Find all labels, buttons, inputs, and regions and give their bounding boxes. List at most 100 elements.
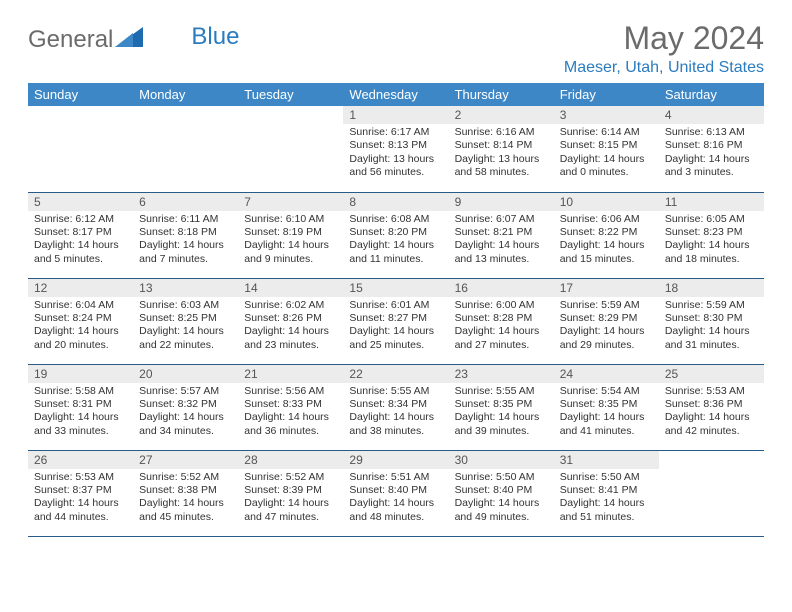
sunrise-line: Sunrise: 6:02 AM bbox=[244, 299, 337, 312]
day-number: 31 bbox=[554, 451, 659, 469]
day-number: 28 bbox=[238, 451, 343, 469]
day-number: 20 bbox=[133, 365, 238, 383]
day-content: Sunrise: 5:50 AMSunset: 8:40 PMDaylight:… bbox=[449, 469, 554, 529]
logo-icon bbox=[115, 26, 143, 54]
calendar-cell: 31Sunrise: 5:50 AMSunset: 8:41 PMDayligh… bbox=[554, 450, 659, 536]
day-number: 13 bbox=[133, 279, 238, 297]
daylight-line: Daylight: 14 hours and 9 minutes. bbox=[244, 239, 337, 266]
sunrise-line: Sunrise: 6:08 AM bbox=[349, 213, 442, 226]
weekday-row: SundayMondayTuesdayWednesdayThursdayFrid… bbox=[28, 83, 764, 106]
calendar-body: 1Sunrise: 6:17 AMSunset: 8:13 PMDaylight… bbox=[28, 106, 764, 536]
sunset-line: Sunset: 8:37 PM bbox=[34, 484, 127, 497]
day-content: Sunrise: 6:07 AMSunset: 8:21 PMDaylight:… bbox=[449, 211, 554, 271]
calendar-cell: 30Sunrise: 5:50 AMSunset: 8:40 PMDayligh… bbox=[449, 450, 554, 536]
calendar-cell: 13Sunrise: 6:03 AMSunset: 8:25 PMDayligh… bbox=[133, 278, 238, 364]
day-content: Sunrise: 6:02 AMSunset: 8:26 PMDaylight:… bbox=[238, 297, 343, 357]
day-content: Sunrise: 6:08 AMSunset: 8:20 PMDaylight:… bbox=[343, 211, 448, 271]
day-content: Sunrise: 5:55 AMSunset: 8:34 PMDaylight:… bbox=[343, 383, 448, 443]
calendar-cell: 20Sunrise: 5:57 AMSunset: 8:32 PMDayligh… bbox=[133, 364, 238, 450]
daylight-line: Daylight: 14 hours and 51 minutes. bbox=[560, 497, 653, 524]
day-number: 17 bbox=[554, 279, 659, 297]
calendar-cell: 23Sunrise: 5:55 AMSunset: 8:35 PMDayligh… bbox=[449, 364, 554, 450]
sunrise-line: Sunrise: 5:57 AM bbox=[139, 385, 232, 398]
sunset-line: Sunset: 8:36 PM bbox=[665, 398, 758, 411]
sunset-line: Sunset: 8:30 PM bbox=[665, 312, 758, 325]
calendar-cell: 6Sunrise: 6:11 AMSunset: 8:18 PMDaylight… bbox=[133, 192, 238, 278]
daylight-line: Daylight: 14 hours and 29 minutes. bbox=[560, 325, 653, 352]
sunset-line: Sunset: 8:17 PM bbox=[34, 226, 127, 239]
sunrise-line: Sunrise: 6:07 AM bbox=[455, 213, 548, 226]
day-number: 14 bbox=[238, 279, 343, 297]
calendar-week: 19Sunrise: 5:58 AMSunset: 8:31 PMDayligh… bbox=[28, 364, 764, 450]
sunrise-line: Sunrise: 5:52 AM bbox=[244, 471, 337, 484]
calendar-cell: 17Sunrise: 5:59 AMSunset: 8:29 PMDayligh… bbox=[554, 278, 659, 364]
calendar-cell: 2Sunrise: 6:16 AMSunset: 8:14 PMDaylight… bbox=[449, 106, 554, 192]
month-title: May 2024 bbox=[564, 20, 764, 57]
weekday-header: Saturday bbox=[659, 83, 764, 106]
sunset-line: Sunset: 8:21 PM bbox=[455, 226, 548, 239]
daylight-line: Daylight: 14 hours and 22 minutes. bbox=[139, 325, 232, 352]
calendar-cell: 19Sunrise: 5:58 AMSunset: 8:31 PMDayligh… bbox=[28, 364, 133, 450]
sunset-line: Sunset: 8:31 PM bbox=[34, 398, 127, 411]
sunset-line: Sunset: 8:40 PM bbox=[349, 484, 442, 497]
calendar-cell: 27Sunrise: 5:52 AMSunset: 8:38 PMDayligh… bbox=[133, 450, 238, 536]
sunrise-line: Sunrise: 5:59 AM bbox=[560, 299, 653, 312]
daylight-line: Daylight: 14 hours and 20 minutes. bbox=[34, 325, 127, 352]
day-number: 1 bbox=[343, 106, 448, 124]
calendar-cell: 24Sunrise: 5:54 AMSunset: 8:35 PMDayligh… bbox=[554, 364, 659, 450]
sunset-line: Sunset: 8:25 PM bbox=[139, 312, 232, 325]
weekday-header: Thursday bbox=[449, 83, 554, 106]
daylight-line: Daylight: 14 hours and 36 minutes. bbox=[244, 411, 337, 438]
sunrise-line: Sunrise: 6:17 AM bbox=[349, 126, 442, 139]
sunset-line: Sunset: 8:27 PM bbox=[349, 312, 442, 325]
location-label: Maeser, Utah, United States bbox=[564, 59, 764, 77]
sunrise-line: Sunrise: 6:01 AM bbox=[349, 299, 442, 312]
sunset-line: Sunset: 8:26 PM bbox=[244, 312, 337, 325]
daylight-line: Daylight: 14 hours and 7 minutes. bbox=[139, 239, 232, 266]
daylight-line: Daylight: 14 hours and 18 minutes. bbox=[665, 239, 758, 266]
weekday-header: Wednesday bbox=[343, 83, 448, 106]
day-content: Sunrise: 5:58 AMSunset: 8:31 PMDaylight:… bbox=[28, 383, 133, 443]
sunset-line: Sunset: 8:40 PM bbox=[455, 484, 548, 497]
sunrise-line: Sunrise: 6:05 AM bbox=[665, 213, 758, 226]
sunrise-line: Sunrise: 6:00 AM bbox=[455, 299, 548, 312]
calendar-table: SundayMondayTuesdayWednesdayThursdayFrid… bbox=[28, 83, 764, 537]
sunrise-line: Sunrise: 6:14 AM bbox=[560, 126, 653, 139]
sunrise-line: Sunrise: 5:52 AM bbox=[139, 471, 232, 484]
day-content: Sunrise: 5:52 AMSunset: 8:39 PMDaylight:… bbox=[238, 469, 343, 529]
calendar-cell: 7Sunrise: 6:10 AMSunset: 8:19 PMDaylight… bbox=[238, 192, 343, 278]
sunrise-line: Sunrise: 5:50 AM bbox=[455, 471, 548, 484]
sunrise-line: Sunrise: 5:55 AM bbox=[349, 385, 442, 398]
daylight-line: Daylight: 13 hours and 56 minutes. bbox=[349, 153, 442, 180]
calendar-cell: 12Sunrise: 6:04 AMSunset: 8:24 PMDayligh… bbox=[28, 278, 133, 364]
sunset-line: Sunset: 8:23 PM bbox=[665, 226, 758, 239]
sunrise-line: Sunrise: 5:50 AM bbox=[560, 471, 653, 484]
day-content: Sunrise: 5:54 AMSunset: 8:35 PMDaylight:… bbox=[554, 383, 659, 443]
sunrise-line: Sunrise: 5:53 AM bbox=[665, 385, 758, 398]
calendar-cell bbox=[659, 450, 764, 536]
logo-word2: Blue bbox=[191, 23, 239, 51]
calendar-cell: 4Sunrise: 6:13 AMSunset: 8:16 PMDaylight… bbox=[659, 106, 764, 192]
day-number: 8 bbox=[343, 193, 448, 211]
day-content: Sunrise: 5:51 AMSunset: 8:40 PMDaylight:… bbox=[343, 469, 448, 529]
daylight-line: Daylight: 13 hours and 58 minutes. bbox=[455, 153, 548, 180]
sunset-line: Sunset: 8:14 PM bbox=[455, 139, 548, 152]
day-number: 2 bbox=[449, 106, 554, 124]
day-number: 5 bbox=[28, 193, 133, 211]
day-content: Sunrise: 6:11 AMSunset: 8:18 PMDaylight:… bbox=[133, 211, 238, 271]
day-number: 19 bbox=[28, 365, 133, 383]
day-content: Sunrise: 5:50 AMSunset: 8:41 PMDaylight:… bbox=[554, 469, 659, 529]
weekday-header: Friday bbox=[554, 83, 659, 106]
day-content: Sunrise: 5:53 AMSunset: 8:37 PMDaylight:… bbox=[28, 469, 133, 529]
day-content: Sunrise: 6:16 AMSunset: 8:14 PMDaylight:… bbox=[449, 124, 554, 184]
calendar-week: 5Sunrise: 6:12 AMSunset: 8:17 PMDaylight… bbox=[28, 192, 764, 278]
sunset-line: Sunset: 8:33 PM bbox=[244, 398, 337, 411]
daylight-line: Daylight: 14 hours and 38 minutes. bbox=[349, 411, 442, 438]
daylight-line: Daylight: 14 hours and 31 minutes. bbox=[665, 325, 758, 352]
day-content: Sunrise: 6:17 AMSunset: 8:13 PMDaylight:… bbox=[343, 124, 448, 184]
day-number: 22 bbox=[343, 365, 448, 383]
sunset-line: Sunset: 8:38 PM bbox=[139, 484, 232, 497]
calendar-cell: 28Sunrise: 5:52 AMSunset: 8:39 PMDayligh… bbox=[238, 450, 343, 536]
sunset-line: Sunset: 8:35 PM bbox=[560, 398, 653, 411]
day-number: 24 bbox=[554, 365, 659, 383]
